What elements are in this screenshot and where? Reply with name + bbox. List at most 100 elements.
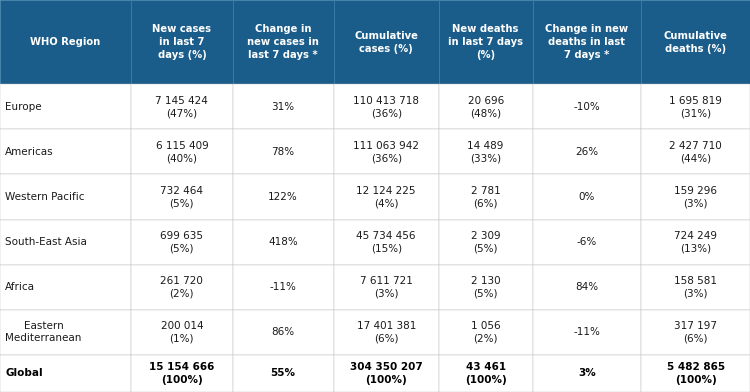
- Bar: [334, 84, 439, 129]
- Text: 317 197
(6%): 317 197 (6%): [674, 321, 717, 343]
- Bar: [532, 0, 641, 84]
- Bar: [532, 310, 641, 355]
- Text: 110 413 718
(36%): 110 413 718 (36%): [353, 96, 419, 118]
- Bar: [439, 355, 532, 392]
- Bar: [439, 310, 532, 355]
- Text: 86%: 86%: [272, 327, 295, 337]
- Bar: [439, 84, 532, 129]
- Bar: [232, 265, 334, 310]
- Bar: [439, 220, 532, 265]
- Bar: [334, 265, 439, 310]
- Text: WHO Region: WHO Region: [31, 37, 100, 47]
- Bar: [641, 355, 750, 392]
- Text: 122%: 122%: [268, 192, 298, 202]
- Bar: [439, 265, 532, 310]
- Bar: [641, 0, 750, 84]
- Bar: [0, 310, 131, 355]
- Text: 78%: 78%: [272, 147, 295, 157]
- Bar: [232, 220, 334, 265]
- Bar: [0, 265, 131, 310]
- Bar: [334, 174, 439, 220]
- Bar: [532, 174, 641, 220]
- Text: 732 464
(5%): 732 464 (5%): [160, 186, 203, 208]
- Bar: [131, 265, 232, 310]
- Bar: [532, 84, 641, 129]
- Text: Western Pacific: Western Pacific: [5, 192, 85, 202]
- Bar: [532, 129, 641, 174]
- Text: New deaths
in last 7 days
(%): New deaths in last 7 days (%): [448, 24, 524, 60]
- Bar: [334, 0, 439, 84]
- Text: 20 696
(48%): 20 696 (48%): [467, 96, 504, 118]
- Bar: [0, 355, 131, 392]
- Bar: [0, 220, 131, 265]
- Text: 158 581
(3%): 158 581 (3%): [674, 276, 717, 298]
- Text: Eastern
Mediterranean: Eastern Mediterranean: [5, 321, 82, 343]
- Bar: [532, 265, 641, 310]
- Text: Global: Global: [5, 368, 43, 378]
- Bar: [131, 129, 232, 174]
- Bar: [439, 0, 532, 84]
- Bar: [131, 0, 232, 84]
- Text: 304 350 207
(100%): 304 350 207 (100%): [350, 362, 423, 385]
- Text: 2 781
(6%): 2 781 (6%): [471, 186, 500, 208]
- Bar: [131, 220, 232, 265]
- Text: 84%: 84%: [575, 282, 598, 292]
- Text: 2 309
(5%): 2 309 (5%): [471, 231, 500, 253]
- Text: 418%: 418%: [268, 237, 298, 247]
- Text: 5 482 865
(100%): 5 482 865 (100%): [667, 362, 724, 385]
- Text: 3%: 3%: [578, 368, 596, 378]
- Bar: [334, 310, 439, 355]
- Text: 17 401 381
(6%): 17 401 381 (6%): [356, 321, 416, 343]
- Bar: [641, 265, 750, 310]
- Bar: [641, 174, 750, 220]
- Bar: [532, 355, 641, 392]
- Bar: [641, 310, 750, 355]
- Text: 2 427 710
(44%): 2 427 710 (44%): [669, 141, 722, 163]
- Bar: [0, 174, 131, 220]
- Text: Cumulative
cases (%): Cumulative cases (%): [354, 31, 419, 54]
- Text: 111 063 942
(36%): 111 063 942 (36%): [353, 141, 419, 163]
- Text: -11%: -11%: [574, 327, 600, 337]
- Text: 14 489
(33%): 14 489 (33%): [467, 141, 504, 163]
- Bar: [232, 0, 334, 84]
- Bar: [131, 174, 232, 220]
- Text: 159 296
(3%): 159 296 (3%): [674, 186, 717, 208]
- Text: 7 611 721
(3%): 7 611 721 (3%): [360, 276, 413, 298]
- Bar: [131, 310, 232, 355]
- Text: Cumulative
deaths (%): Cumulative deaths (%): [664, 31, 728, 54]
- Bar: [232, 355, 334, 392]
- Bar: [131, 355, 232, 392]
- Text: 6 115 409
(40%): 6 115 409 (40%): [155, 141, 209, 163]
- Text: South-East Asia: South-East Asia: [5, 237, 87, 247]
- Text: 45 734 456
(15%): 45 734 456 (15%): [356, 231, 416, 253]
- Text: Europe: Europe: [5, 102, 42, 112]
- Bar: [232, 174, 334, 220]
- Text: -11%: -11%: [270, 282, 296, 292]
- Bar: [232, 129, 334, 174]
- Text: Americas: Americas: [5, 147, 54, 157]
- Bar: [532, 220, 641, 265]
- Bar: [334, 220, 439, 265]
- Text: 261 720
(2%): 261 720 (2%): [160, 276, 203, 298]
- Text: -6%: -6%: [577, 237, 597, 247]
- Text: Africa: Africa: [5, 282, 35, 292]
- Text: 1 695 819
(31%): 1 695 819 (31%): [669, 96, 722, 118]
- Text: 55%: 55%: [271, 368, 296, 378]
- Text: 15 154 666
(100%): 15 154 666 (100%): [149, 362, 214, 385]
- Bar: [439, 129, 532, 174]
- Bar: [334, 129, 439, 174]
- Bar: [232, 84, 334, 129]
- Text: 0%: 0%: [579, 192, 595, 202]
- Text: 43 461
(100%): 43 461 (100%): [465, 362, 506, 385]
- Text: 12 124 225
(4%): 12 124 225 (4%): [356, 186, 416, 208]
- Text: 200 014
(1%): 200 014 (1%): [160, 321, 203, 343]
- Text: Change in
new cases in
last 7 days *: Change in new cases in last 7 days *: [248, 24, 319, 60]
- Bar: [334, 355, 439, 392]
- Bar: [439, 174, 532, 220]
- Bar: [0, 129, 131, 174]
- Text: 1 056
(2%): 1 056 (2%): [471, 321, 500, 343]
- Bar: [0, 0, 131, 84]
- Bar: [641, 84, 750, 129]
- Text: Change in new
deaths in last
7 days *: Change in new deaths in last 7 days *: [545, 24, 628, 60]
- Text: -10%: -10%: [574, 102, 600, 112]
